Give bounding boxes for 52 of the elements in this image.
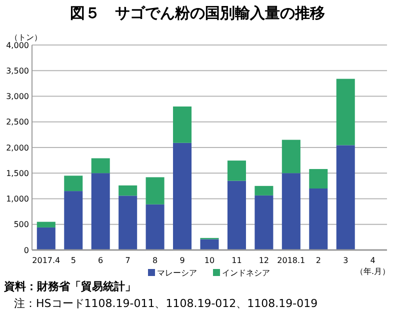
bar: [254, 195, 274, 250]
x-tick-label: 2017.4: [32, 256, 60, 265]
bar: [309, 188, 328, 250]
bar: [91, 158, 110, 174]
bar: [173, 106, 192, 143]
bar: [146, 204, 164, 250]
x-tick-label: 7: [125, 256, 130, 265]
bar: [146, 177, 164, 204]
x-tick-label: 3: [343, 256, 348, 265]
x-axis-title: （年.月）: [355, 267, 390, 276]
legend-label: マレーシア: [157, 268, 197, 278]
x-tick-label: 9: [180, 256, 185, 265]
bar: [36, 227, 56, 250]
y-tick-label: 1,000: [6, 194, 29, 204]
bar: [36, 222, 56, 228]
x-tick-label: 6: [98, 256, 104, 265]
chart-title: 図５ サゴでん粉の国別輸入量の推移: [70, 4, 325, 22]
bar: [336, 78, 355, 146]
bar: [64, 176, 83, 192]
x-tick-label: 8: [152, 256, 158, 265]
bar: [282, 173, 300, 250]
y-tick-label: 0: [24, 246, 29, 255]
y-tick-label: 2,000: [6, 143, 29, 152]
y-tick-label: 3,000: [6, 92, 29, 102]
x-tick-label: 10: [204, 256, 215, 265]
text: 資料：財務省「貿易統計」: [3, 280, 136, 293]
y-tick-label: 1,500: [6, 168, 29, 178]
y-tick-label: 2,500: [6, 118, 29, 127]
bar: [118, 185, 138, 196]
bar: [91, 173, 110, 250]
bar: [282, 140, 300, 174]
x-tick-label: 5: [70, 256, 76, 265]
x-tick-label: 2018.1: [277, 256, 306, 265]
bar: [64, 191, 83, 250]
x-tick-label: 12: [258, 256, 270, 265]
bar: [200, 239, 219, 250]
y-tick-label: 3,500: [6, 66, 29, 76]
bar: [227, 160, 246, 181]
bar: [254, 186, 274, 196]
y-tick-label: 4,000: [6, 40, 29, 50]
x-tick-label: 2: [316, 256, 321, 265]
bar: [227, 180, 246, 250]
bar: [173, 142, 192, 250]
bar: [336, 145, 355, 250]
text: 注：HSコード1108.19-011、1108.19-012、1108.19-019: [14, 297, 318, 310]
x-tick-label: 11: [232, 256, 242, 265]
bar: [309, 169, 328, 188]
y-axis-title: （トン）: [10, 33, 42, 42]
bar: [118, 196, 138, 250]
y-tick-label: 500: [14, 220, 29, 230]
x-tick-label: 4: [370, 256, 376, 265]
legend-label: インドネシア: [222, 268, 270, 278]
